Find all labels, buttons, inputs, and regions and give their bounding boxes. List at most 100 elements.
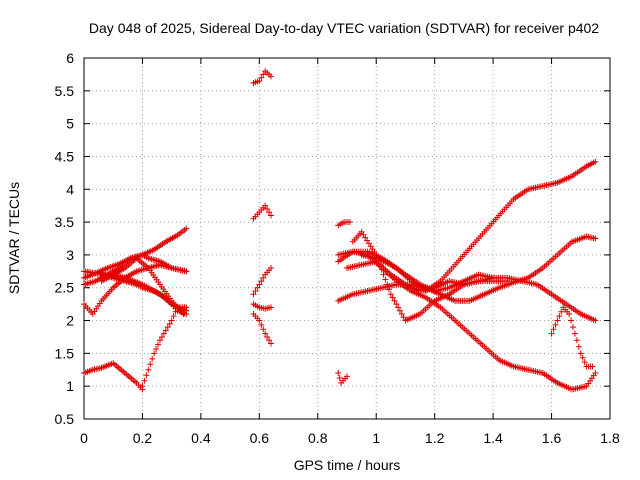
y-tick-label: 0.5: [55, 411, 75, 427]
data-point: [571, 330, 578, 337]
data-point: [389, 294, 396, 301]
data-point: [143, 372, 150, 379]
y-tick-label: 1: [66, 378, 74, 394]
series-t14: [335, 219, 353, 229]
data-point: [139, 383, 146, 390]
data-point: [260, 274, 267, 281]
y-tick-label: 2: [66, 313, 74, 329]
data-point: [268, 265, 275, 272]
x-tick-label: 1.8: [600, 430, 620, 446]
data-point: [256, 77, 263, 84]
data-point: [592, 370, 599, 377]
data-point: [162, 327, 169, 334]
data-point: [158, 333, 165, 340]
data-point: [569, 324, 576, 331]
y-tick-label: 3: [66, 247, 74, 263]
x-tick-label: 1.2: [425, 430, 445, 446]
data-point: [548, 330, 555, 337]
data-point: [153, 345, 160, 352]
data-point: [579, 354, 586, 361]
data-point: [387, 291, 394, 298]
data-point: [264, 333, 271, 340]
data-point: [380, 271, 387, 278]
y-axis-title: SDTVAR / TECUs: [6, 182, 22, 294]
data-point: [581, 359, 588, 366]
data-point: [168, 317, 175, 324]
data-point: [183, 310, 190, 317]
data-point: [258, 278, 265, 285]
data-point: [256, 317, 263, 324]
y-tick-labels: 0.5 1 1.5 2 2.5 3 3.5 4 4.5 5 5.5 6: [55, 50, 75, 427]
series-t9: [250, 68, 275, 86]
data-point: [147, 361, 154, 368]
series-t7: [81, 360, 146, 393]
data-point: [398, 310, 405, 317]
x-tick-labels: 0 0.2 0.4 0.6 0.8 1 1.2 1.4 1.6 1.8: [80, 430, 620, 446]
data-point: [268, 212, 275, 219]
data-point: [256, 281, 263, 288]
data-point: [260, 71, 267, 78]
data-point: [336, 374, 343, 381]
x-tick-label: 1.4: [483, 430, 503, 446]
data-point: [268, 304, 275, 311]
y-tick-label: 4: [66, 181, 74, 197]
data-point: [141, 377, 148, 384]
plot-frame: [83, 57, 611, 420]
series-t10: [250, 202, 275, 222]
data-point: [556, 313, 563, 320]
data-point: [400, 314, 407, 321]
series-t22: [548, 304, 596, 370]
data-point: [145, 366, 152, 373]
data-point: [378, 266, 385, 273]
y-tick-label: 5.5: [55, 83, 75, 99]
data-point: [250, 291, 257, 298]
data-point: [568, 317, 575, 324]
data-point: [266, 337, 273, 344]
data-point: [164, 324, 171, 331]
data-point: [395, 304, 402, 311]
data-point: [264, 205, 271, 212]
data-point: [262, 330, 269, 337]
data-point: [573, 337, 580, 344]
data-point: [183, 225, 190, 232]
series-t6: [98, 271, 190, 317]
data-point: [151, 350, 158, 357]
data-point: [558, 308, 565, 315]
series-t15: [335, 370, 350, 386]
y-tick-label: 5: [66, 116, 74, 132]
data-point: [260, 326, 267, 333]
y-tick-label: 3.5: [55, 214, 75, 230]
data-point: [554, 317, 561, 324]
data-point: [384, 281, 391, 288]
data-point: [344, 373, 350, 380]
data-point: [589, 363, 596, 370]
series-t11: [250, 265, 275, 298]
data-point: [566, 310, 573, 317]
data-point: [577, 350, 584, 357]
data-point: [335, 370, 342, 377]
chart-title: Day 048 of 2025, Sidereal Day-to-day VTE…: [89, 20, 599, 36]
y-tick-label: 4.5: [55, 148, 75, 164]
data-point: [258, 74, 265, 81]
y-tick-label: 2.5: [55, 280, 75, 296]
data-point: [262, 202, 269, 209]
data-point: [575, 343, 582, 350]
x-tick-label: 0: [80, 430, 88, 446]
data-point: [183, 268, 190, 275]
data-point: [386, 286, 393, 293]
data-point: [268, 340, 275, 347]
x-tick-label: 0.8: [308, 430, 328, 446]
series-t20: [349, 228, 511, 324]
x-tick-label: 0.6: [250, 430, 270, 446]
series-t13: [250, 310, 275, 347]
data-point: [393, 301, 400, 308]
data-point: [550, 326, 557, 333]
y-tick-label: 6: [66, 50, 74, 66]
data-point: [346, 219, 353, 226]
data-point: [170, 313, 177, 320]
data-point: [504, 278, 511, 285]
data-point: [268, 73, 275, 80]
x-tick-label: 0.2: [133, 430, 153, 446]
data-point: [391, 297, 398, 304]
